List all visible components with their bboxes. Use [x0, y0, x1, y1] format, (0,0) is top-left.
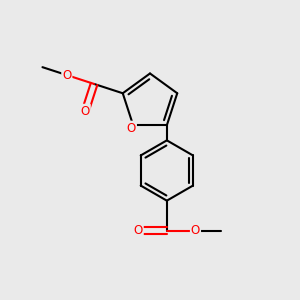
Text: O: O: [62, 69, 71, 82]
Text: O: O: [127, 122, 136, 135]
Text: O: O: [81, 105, 90, 118]
Text: O: O: [191, 224, 200, 237]
Text: O: O: [134, 224, 143, 237]
